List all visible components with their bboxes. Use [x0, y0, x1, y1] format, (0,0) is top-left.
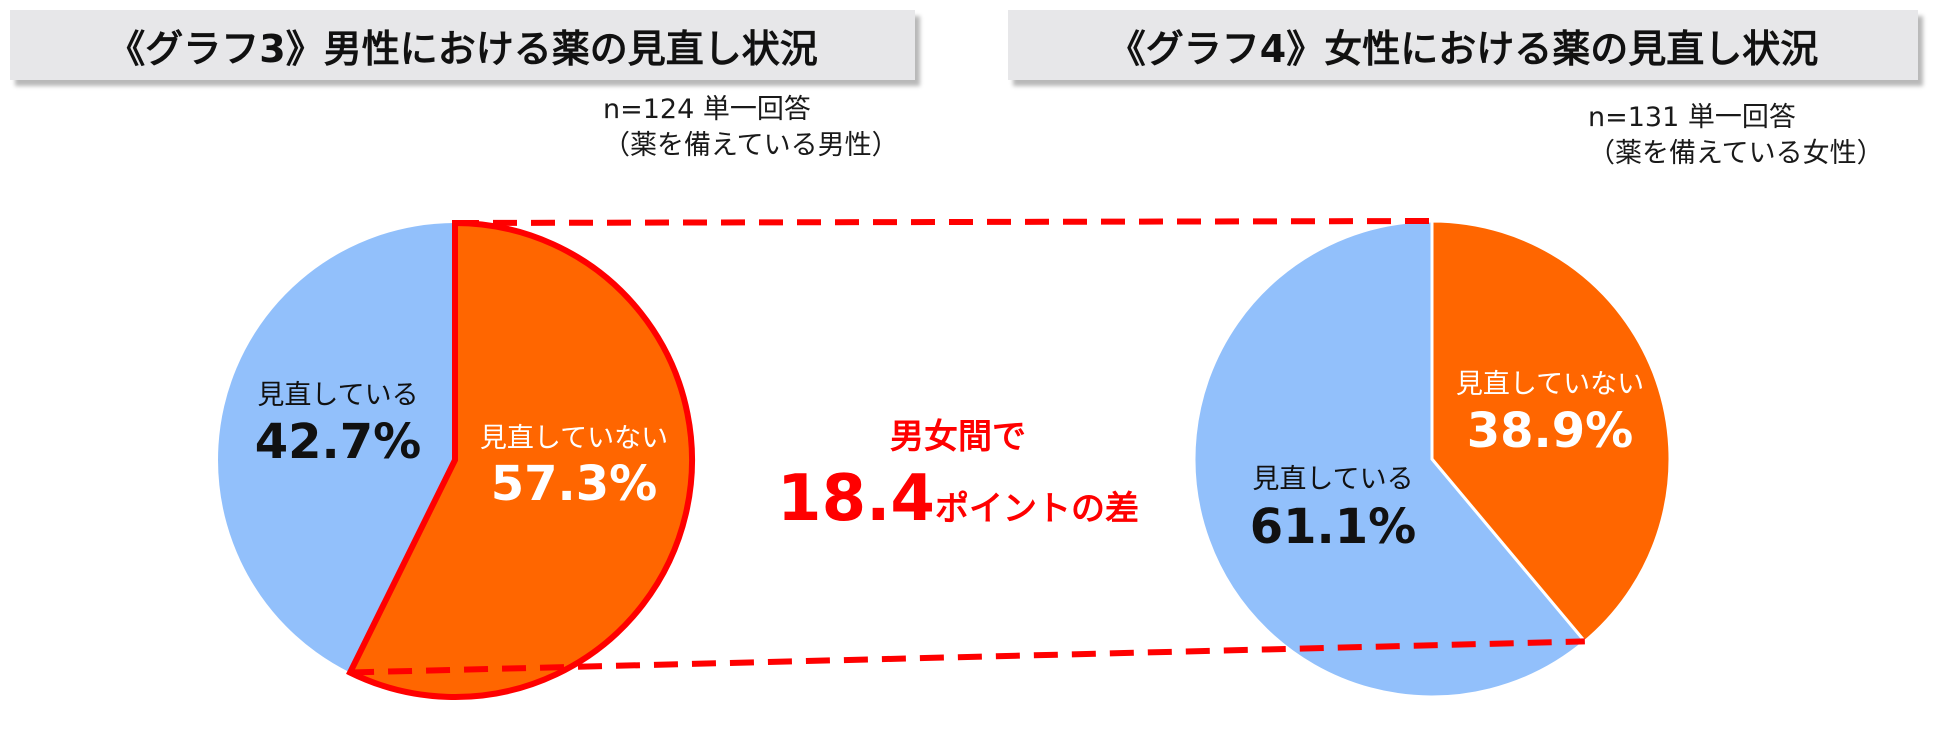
difference-connector	[349, 218, 1585, 676]
difference-unit: ポイントの差	[935, 489, 1139, 529]
graph4-sample-note: n=131 単一回答 （薬を備えている女性）	[1588, 100, 1884, 172]
pie-slice-reviewed-male	[218, 223, 455, 673]
connector-bottom-line	[349, 638, 1585, 676]
pie-label-reviewed-female: 見直している	[1252, 464, 1413, 495]
pie-label-not-reviewed-female: 見直していない	[1456, 369, 1644, 400]
pie-value-not-reviewed-female: 38.9%	[1467, 403, 1634, 459]
graph4-population: （薬を備えている女性）	[1588, 138, 1884, 169]
difference-value: 18.4ポイントの差	[777, 462, 1139, 536]
pie-value-reviewed-male: 42.7%	[255, 414, 422, 470]
pie-slice-not-reviewed-female	[1430, 219, 1672, 644]
graph3-sample-note: n=124 単一回答 （薬を備えている男性）	[603, 92, 899, 164]
pie-labels: 見直している 42.7% 見直していない 57.3% 見直していない 38.9%…	[255, 369, 1644, 555]
difference-caption: 男女間で	[890, 417, 1026, 457]
pie-chart-female	[1192, 219, 1672, 699]
graph4-title: 《グラフ4》女性における薬の見直し状況	[1008, 10, 1918, 80]
pie-value-reviewed-female: 61.1%	[1250, 499, 1417, 555]
pie-label-reviewed-male: 見直している	[257, 380, 418, 411]
graph3-title: 《グラフ3》男性における薬の見直し状況	[10, 10, 915, 80]
pie-slice-not-reviewed-male	[346, 219, 695, 700]
pie-slice-reviewed-female	[1192, 219, 1587, 699]
difference-number: 18.4	[777, 462, 935, 536]
pie-value-not-reviewed-male: 57.3%	[491, 456, 658, 512]
graph3-population: （薬を備えている男性）	[603, 130, 899, 161]
graph3-sample-size: n=124 単一回答	[603, 94, 811, 125]
pie-label-not-reviewed-male: 見直していない	[480, 423, 668, 454]
pie-chart-male	[218, 219, 695, 700]
connector-top-line	[454, 218, 1433, 226]
graph4-sample-size: n=131 単一回答	[1588, 102, 1796, 133]
